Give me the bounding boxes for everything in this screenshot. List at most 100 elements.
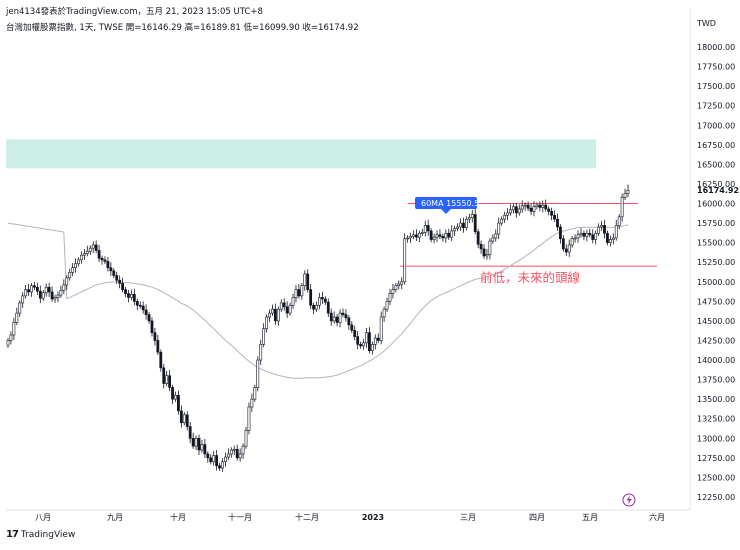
candle-body[interactable] [417, 232, 421, 238]
candle-body[interactable] [33, 285, 36, 288]
candle-body[interactable] [247, 406, 251, 431]
candle-body[interactable] [435, 234, 439, 238]
candle-body[interactable] [306, 273, 310, 290]
candle-body[interactable] [594, 232, 598, 240]
candle-body[interactable] [229, 449, 233, 455]
candle-body[interactable] [529, 207, 533, 212]
candle-body[interactable] [194, 438, 198, 447]
candle-body[interactable] [570, 238, 574, 246]
candle-body[interactable] [276, 308, 280, 322]
candle-body[interactable] [347, 317, 351, 326]
candle-body[interactable] [606, 232, 609, 243]
candle-body[interactable] [144, 309, 148, 315]
candle-body[interactable] [130, 294, 133, 298]
candle-body[interactable] [85, 250, 89, 254]
candle-body[interactable] [447, 232, 451, 238]
candle-body[interactable] [244, 430, 248, 447]
candle-body[interactable] [532, 206, 536, 212]
candle-body[interactable] [112, 270, 116, 276]
tradingview-brand[interactable]: 17 TradingView [6, 529, 75, 540]
candle-body[interactable] [526, 204, 530, 209]
candle-body[interactable] [341, 312, 345, 315]
candle-body[interactable] [209, 457, 213, 463]
candle-body[interactable] [338, 312, 342, 323]
candle-body[interactable] [406, 237, 410, 240]
candle-body[interactable] [288, 304, 292, 314]
candle-body[interactable] [68, 272, 72, 279]
candle-body[interactable] [41, 292, 45, 299]
candle-body[interactable] [376, 337, 380, 341]
candle-body[interactable] [617, 216, 621, 226]
candle-body[interactable] [118, 279, 122, 284]
candle-body[interactable] [24, 289, 28, 297]
candle-body[interactable] [300, 285, 304, 297]
candle-body[interactable] [132, 294, 136, 302]
candle-body[interactable] [221, 461, 224, 469]
candle-body[interactable] [382, 308, 386, 318]
candle-body[interactable] [359, 344, 363, 347]
candle-body[interactable] [523, 204, 527, 207]
candle-body[interactable] [182, 414, 186, 423]
candle-body[interactable] [200, 444, 204, 451]
candle-body[interactable] [482, 248, 486, 257]
candle-body[interactable] [567, 244, 571, 253]
candle-body[interactable] [162, 367, 166, 384]
candle-body[interactable] [597, 226, 601, 234]
candle-body[interactable] [226, 453, 230, 458]
candle-body[interactable] [62, 284, 66, 291]
candle-body[interactable] [626, 189, 630, 194]
candle-body[interactable] [71, 267, 75, 273]
candle-body[interactable] [470, 214, 474, 218]
candle-body[interactable] [450, 230, 454, 238]
candle-body[interactable] [262, 328, 266, 345]
candle-body[interactable] [224, 456, 227, 463]
candle-body[interactable] [462, 222, 465, 229]
candle-body[interactable] [611, 237, 615, 240]
candle-body[interactable] [576, 234, 580, 239]
candle-body[interactable] [297, 289, 301, 297]
candle-body[interactable] [506, 212, 509, 216]
candle-body[interactable] [259, 344, 263, 361]
candle-body[interactable] [212, 455, 216, 463]
candle-body[interactable] [206, 453, 210, 459]
candle-body[interactable] [370, 344, 374, 351]
candle-body[interactable] [6, 340, 10, 346]
candle-body[interactable] [127, 293, 130, 298]
candle-body[interactable] [321, 297, 324, 300]
candle-body[interactable] [420, 232, 424, 234]
candle-body[interactable] [312, 304, 315, 310]
candle-body[interactable] [564, 248, 568, 253]
candle-body[interactable] [591, 234, 595, 240]
candle-body[interactable] [541, 204, 545, 208]
candle-body[interactable] [56, 294, 60, 298]
candle-body[interactable] [215, 455, 219, 466]
candle-body[interactable] [614, 225, 618, 239]
candle-body[interactable] [444, 232, 448, 239]
candle-body[interactable] [409, 236, 412, 239]
candle-body[interactable] [268, 312, 271, 318]
candle-body[interactable] [559, 226, 562, 240]
candle-body[interactable] [476, 231, 480, 245]
candle-body[interactable] [74, 263, 77, 268]
candle-body[interactable] [412, 234, 415, 237]
candle-body[interactable] [35, 286, 39, 292]
candle-body[interactable] [459, 222, 462, 228]
candle-body[interactable] [388, 293, 392, 302]
candle-body[interactable] [12, 322, 16, 336]
candle-body[interactable] [415, 234, 418, 238]
candle-body[interactable] [620, 196, 624, 218]
candle-body[interactable] [509, 209, 512, 214]
candle-body[interactable] [453, 228, 457, 232]
candle-body[interactable] [503, 214, 506, 220]
candle-body[interactable] [159, 351, 163, 369]
candle-body[interactable] [573, 237, 577, 240]
candle-body[interactable] [153, 332, 157, 341]
candle-body[interactable] [303, 273, 307, 286]
candle-body[interactable] [21, 295, 25, 304]
candle-body[interactable] [88, 247, 92, 252]
candle-body[interactable] [279, 302, 283, 310]
candle-body[interactable] [82, 253, 86, 256]
candle-body[interactable] [109, 267, 113, 272]
candle-body[interactable] [464, 218, 468, 229]
